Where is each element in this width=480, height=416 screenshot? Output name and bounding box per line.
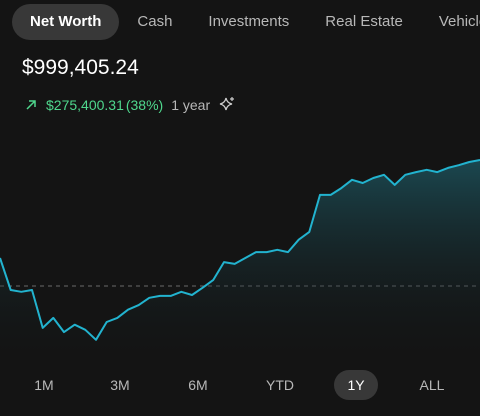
- range-bar: 1M 3M 6M YTD 1Y ALL: [0, 370, 480, 402]
- range-button[interactable]: 1M: [34, 377, 54, 393]
- sparkle-button[interactable]: [218, 96, 236, 114]
- tab[interactable]: Real Estate: [325, 13, 403, 30]
- change-percent: (38%): [125, 97, 164, 113]
- chart: [0, 159, 480, 370]
- tab[interactable]: Investments: [208, 13, 290, 30]
- change-period: 1 year: [171, 97, 211, 113]
- range-button[interactable]: ALL: [419, 377, 445, 393]
- tab-bar: Net Worth Cash Investments Real Estate Vehic…: [12, 4, 480, 40]
- area-fill: [0, 160, 480, 370]
- change-row: $275,400.31 (38%) 1 year: [24, 96, 236, 114]
- line: [0, 159, 480, 341]
- range-button[interactable]: YTD: [266, 377, 294, 393]
- tab[interactable]: Cash: [137, 13, 173, 30]
- range-button[interactable]: 3M: [110, 377, 130, 393]
- balance: $999,405.24: [22, 56, 139, 79]
- range-button[interactable]: 6M: [188, 377, 208, 393]
- range-button[interactable]: 1Y: [334, 370, 378, 400]
- change-amount: $275,400.31: [46, 97, 124, 113]
- tab[interactable]: Net Worth: [12, 4, 120, 40]
- up-arrow-icon: [26, 100, 36, 110]
- tab[interactable]: Vehicles: [438, 13, 480, 30]
